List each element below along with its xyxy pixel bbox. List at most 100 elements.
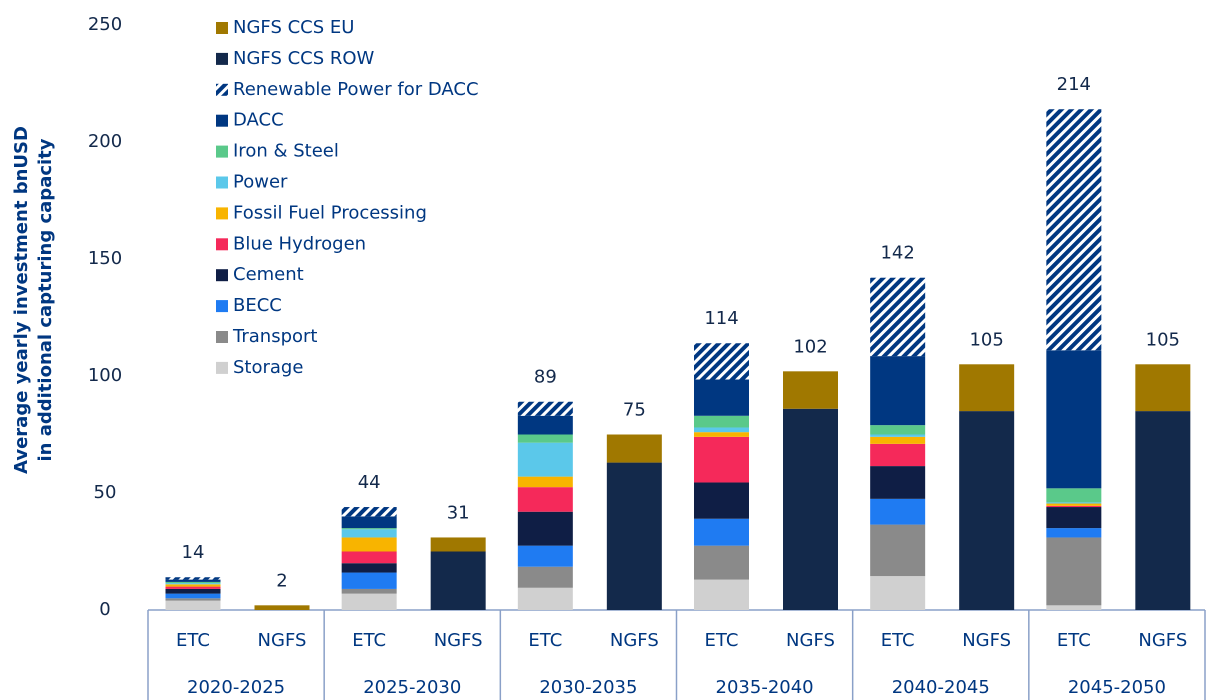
y-tick-label: 200	[88, 131, 122, 152]
bar-segment	[606, 462, 662, 610]
group-label: 2045-2050	[1068, 677, 1166, 698]
bar-segment	[341, 537, 397, 552]
total-label: 214	[1057, 74, 1091, 95]
bar-segment	[517, 434, 573, 443]
x-tick-label: ETC	[176, 630, 210, 651]
bar-segment	[1046, 505, 1102, 508]
bar-segment	[1046, 537, 1102, 606]
bar-segment	[341, 563, 397, 573]
total-label: 31	[447, 502, 470, 523]
legend-label: Transport	[232, 326, 317, 347]
legend-swatch	[216, 361, 228, 374]
x-tick-label: ETC	[352, 630, 386, 651]
bar-segment	[517, 566, 573, 588]
x-tick-label: ETC	[705, 630, 739, 651]
legend-swatch	[216, 331, 228, 343]
bar-segment	[694, 436, 749, 483]
bar-segment	[1046, 503, 1102, 506]
bar-segment	[341, 516, 397, 529]
bar-segment	[870, 436, 926, 444]
bar-segment	[341, 529, 397, 538]
bar-segment	[517, 487, 573, 512]
bar-segment	[517, 442, 573, 477]
bar-segment	[959, 411, 1015, 610]
bar-segment	[870, 466, 926, 499]
legend-label: Cement	[233, 264, 304, 285]
bar-segment	[165, 577, 221, 580]
total-label: 2	[276, 570, 287, 591]
total-label: 44	[358, 472, 381, 493]
bar-segment	[1046, 109, 1102, 351]
legend-swatch	[216, 145, 228, 158]
legend-label: NGFS CCS EU	[233, 17, 354, 38]
bar-segment	[341, 572, 397, 589]
bar-segment	[430, 551, 486, 610]
total-label: 102	[793, 336, 827, 357]
bar-segment	[694, 545, 749, 580]
bar-segment	[694, 415, 749, 428]
bar-segment	[870, 425, 926, 435]
bar-segment	[694, 432, 749, 437]
bar-segment	[694, 579, 749, 610]
bar-segment	[430, 537, 486, 552]
legend-label: Iron & Steel	[233, 141, 339, 162]
bar-segment	[1135, 411, 1191, 610]
bar-segment	[517, 511, 573, 546]
bar-segment	[341, 528, 397, 530]
bar-segment	[783, 371, 838, 409]
y-axis-label: in additional capturing capacity	[35, 138, 56, 461]
y-tick-label: 100	[88, 365, 122, 386]
group-label: 2030-2035	[539, 677, 637, 698]
x-tick-label: NGFS	[258, 630, 307, 651]
legend-swatch	[216, 238, 228, 251]
bar-segment	[870, 356, 926, 426]
bar-segment	[1046, 488, 1102, 503]
total-label: 14	[182, 542, 205, 563]
bar-segment	[341, 593, 397, 610]
group-label: 2025-2030	[363, 677, 461, 698]
bar-segment	[870, 576, 926, 610]
bar-segment	[165, 598, 221, 601]
y-axis-label: Average yearly investment bnUSD	[11, 126, 32, 474]
x-tick-label: NGFS	[610, 630, 659, 651]
total-label: 105	[1146, 329, 1180, 350]
y-tick-label: 150	[88, 248, 122, 269]
bar-segment	[870, 443, 926, 467]
legend-label: Storage	[233, 357, 303, 378]
legend-label: Fossil Fuel Processing	[233, 202, 427, 223]
bar-segment	[1046, 502, 1102, 504]
y-tick-label: 0	[99, 599, 110, 620]
legend-label: Power	[233, 172, 288, 193]
bar-segment	[165, 586, 221, 589]
bar-segment	[165, 583, 221, 585]
group-label: 2020-2025	[187, 677, 285, 698]
bar-segment	[959, 364, 1015, 412]
y-tick-label: 250	[88, 14, 122, 35]
legend-swatch	[216, 52, 228, 65]
y-tick-label: 50	[94, 482, 117, 503]
bar-segment	[870, 434, 926, 437]
x-tick-label: ETC	[881, 630, 915, 651]
bar-segment	[694, 343, 749, 380]
legend-label: BECC	[233, 295, 282, 316]
bar-segment	[1046, 350, 1102, 489]
bar-segment	[870, 498, 926, 525]
bar-segment	[165, 593, 221, 599]
bar-segment	[1046, 528, 1102, 538]
x-tick-label: NGFS	[786, 630, 835, 651]
total-label: 114	[704, 308, 738, 329]
legend-swatch	[216, 207, 228, 220]
legend-swatch	[216, 114, 228, 127]
bar-segment	[1135, 364, 1191, 412]
bar-segment	[694, 379, 749, 416]
total-label: 75	[623, 400, 646, 421]
bar-segment	[341, 588, 397, 594]
bar-segment	[606, 434, 662, 463]
legend-swatch	[216, 176, 228, 189]
group-label: 2035-2040	[716, 677, 814, 698]
legend-label: DACC	[233, 110, 284, 131]
bar-segment	[341, 551, 397, 564]
bar-segment	[694, 482, 749, 519]
bar-segment	[694, 427, 749, 433]
